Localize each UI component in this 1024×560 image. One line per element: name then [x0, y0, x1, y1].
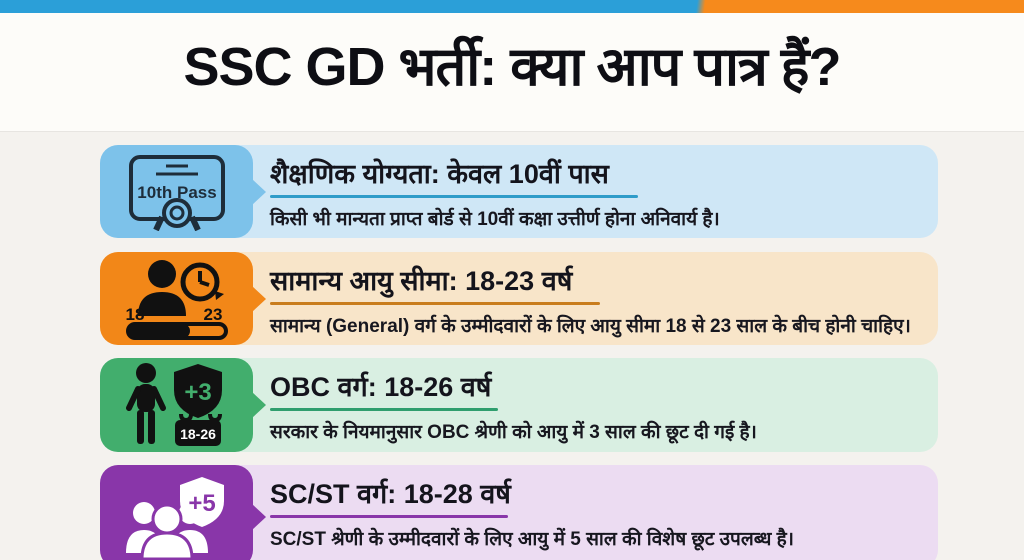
card-general-age-title: सामान्य आयु सीमा: 18-23 वर्ष [270, 266, 573, 296]
card-obc: +3 18-26 OBC वर्ग: 18-26 वर्ष सरकार के न… [100, 358, 938, 452]
card-obc-content: OBC वर्ग: 18-26 वर्ष सरकार के नियमानुसार… [270, 358, 932, 452]
svg-text:18: 18 [125, 305, 144, 324]
card-obc-title: OBC वर्ग: 18-26 वर्ष [270, 372, 492, 402]
person-shield-calendar-icon: +3 18-26 [125, 363, 222, 446]
card-education-icon-block: 10th Pass [100, 145, 253, 238]
card-sc-st-description: SC/ST श्रेणी के उम्मीदवारों के लिए आयु म… [270, 529, 794, 550]
people-group-shield-icon: +5 [125, 476, 224, 560]
top-accent-bar [0, 0, 1024, 13]
svg-text:18-26: 18-26 [180, 426, 216, 442]
svg-text:+3: +3 [184, 379, 211, 406]
card-general-age-description: सामान्य (General) वर्ग के उम्मीदवारों के… [270, 316, 911, 337]
card-general-age: 18 23 सामान्य आयु सीमा: 18-23 वर्ष सामान… [100, 252, 938, 345]
card-education-description: किसी भी मान्यता प्राप्त बोर्ड से 10वीं क… [270, 209, 720, 230]
header-panel: SSC GD भर्ती: क्या आप पात्र हैं? [0, 13, 1024, 131]
card-education-content: शैक्षणिक योग्यता: केवल 10वीं पास किसी भी… [270, 145, 932, 238]
card-sc-st-title: SC/ST वर्ग: 18-28 वर्ष [270, 479, 511, 509]
svg-text:23: 23 [203, 305, 222, 324]
card-education-underline [270, 195, 638, 198]
card-education: 10th Pass शैक्षणिक योग्यता: केवल 10वीं प… [100, 145, 938, 238]
certificate-10th-pass-icon: 10th Pass [128, 154, 225, 231]
svg-text:10th Pass: 10th Pass [137, 183, 216, 202]
card-general-age-underline [270, 302, 600, 305]
card-sc-st: +5 SC/ST वर्ग: 18-28 वर्ष SC/ST श्रेणी क… [100, 465, 938, 560]
person-clock-agerange-icon: 18 23 [125, 259, 228, 340]
card-sc-st-icon-block: +5 [100, 465, 253, 560]
card-obc-underline [270, 408, 498, 411]
page-title: SSC GD भर्ती: क्या आप पात्र हैं? [183, 37, 842, 97]
card-education-title: शैक्षणिक योग्यता: केवल 10वीं पास [270, 159, 609, 189]
svg-text:+5: +5 [188, 490, 215, 517]
card-sc-st-content: SC/ST वर्ग: 18-28 वर्ष SC/ST श्रेणी के उ… [270, 465, 932, 560]
card-general-age-icon-block: 18 23 [100, 252, 253, 345]
card-obc-description: सरकार के नियमानुसार OBC श्रेणी को आयु मे… [270, 422, 757, 443]
card-general-age-content: सामान्य आयु सीमा: 18-23 वर्ष सामान्य (Ge… [270, 252, 932, 345]
card-sc-st-underline [270, 515, 508, 518]
card-obc-icon-block: +3 18-26 [100, 358, 253, 452]
